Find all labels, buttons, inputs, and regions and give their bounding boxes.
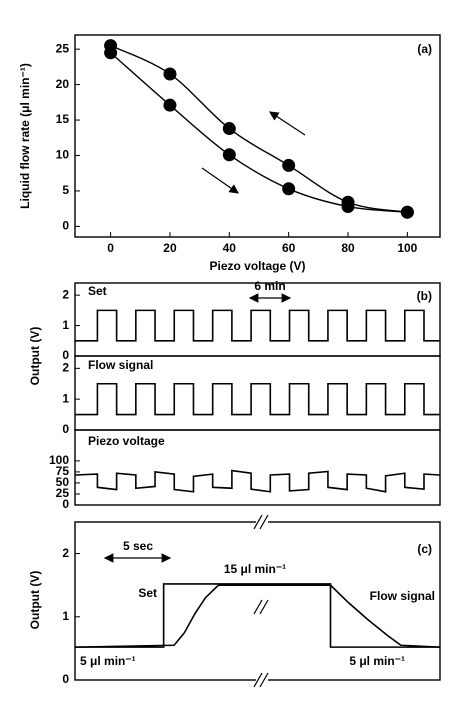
break-mark	[253, 599, 263, 615]
series-line	[75, 382, 440, 416]
point	[282, 158, 296, 172]
y-tick-label: 15	[56, 112, 70, 126]
point	[104, 46, 118, 60]
break-mark	[253, 672, 263, 688]
series-line	[74, 469, 441, 493]
annotation: (b)	[417, 289, 432, 303]
y-tick-label: 2	[62, 546, 69, 560]
annotation: 6 min	[254, 279, 285, 293]
y-tick-label: 0	[62, 348, 69, 362]
annotation: (a)	[417, 42, 432, 56]
y-tick-label: 75	[56, 464, 70, 478]
x-tick-label: 100	[397, 241, 417, 255]
annotation: 5 μl min⁻¹	[80, 654, 136, 668]
series-line	[75, 583, 440, 648]
y-tick-label: 1	[62, 609, 69, 623]
x-tick-label: 20	[163, 241, 177, 255]
series-line	[75, 309, 440, 342]
y-tick-label: 0	[62, 219, 69, 233]
arrow	[268, 111, 306, 136]
annotation: Set	[138, 586, 157, 600]
series-line	[74, 584, 441, 648]
annotation: Flow signal	[88, 358, 153, 372]
y-tick-label: 0	[62, 672, 69, 686]
y-axis-label: Output (V)	[28, 571, 42, 630]
y-tick-label: 100	[49, 453, 69, 467]
y-tick-label: 0	[62, 422, 69, 436]
annotation: Flow signal	[370, 589, 435, 603]
y-tick-label: 1	[62, 318, 69, 332]
arrow	[201, 167, 239, 194]
annotation: Set	[88, 284, 107, 298]
annotation: (c)	[417, 542, 432, 556]
annotation: 15 μl min⁻¹	[224, 562, 286, 576]
y-axis-label: Liquid flow rate (μl min⁻¹)	[18, 63, 32, 209]
x-tick-label: 80	[341, 241, 355, 255]
arrows	[103, 111, 306, 563]
axis-break	[253, 514, 269, 688]
break-mark	[253, 514, 263, 530]
y-tick-label: 20	[56, 77, 70, 91]
y-tick-label: 0	[62, 497, 69, 511]
annotation: 5 sec	[123, 539, 153, 553]
break-gap	[256, 601, 268, 613]
break-mark	[259, 672, 269, 688]
y-tick-label: 50	[56, 475, 70, 489]
point	[163, 67, 177, 81]
series-line	[110, 44, 408, 213]
point	[400, 205, 414, 219]
annotation: 5 μl min⁻¹	[349, 654, 405, 668]
x-tick-label: 40	[223, 241, 237, 255]
point	[282, 182, 296, 196]
y-axis-label: Output (V)	[28, 327, 42, 386]
y-tick-label: 2	[62, 287, 69, 301]
y-tick-label: 5	[62, 183, 69, 197]
point	[341, 200, 355, 214]
break-mark	[259, 514, 269, 530]
point	[222, 122, 236, 136]
point	[222, 148, 236, 162]
point	[163, 98, 177, 112]
x-tick-label: 0	[107, 241, 114, 255]
break-mark	[259, 599, 269, 615]
break-gap	[256, 674, 268, 686]
plot-frame	[74, 429, 441, 506]
x-tick-label: 60	[282, 241, 296, 255]
y-tick-label: 25	[56, 486, 70, 500]
y-tick-label: 25	[56, 41, 70, 55]
series-line	[110, 52, 408, 213]
x-axis-label: Piezo voltage (V)	[209, 259, 305, 273]
annotation: Piezo voltage	[88, 434, 165, 448]
y-tick-label: 10	[56, 148, 70, 162]
plot-frame	[74, 34, 441, 238]
break-gap	[256, 516, 268, 528]
y-tick-label: 1	[62, 391, 69, 405]
y-tick-label: 2	[62, 361, 69, 375]
